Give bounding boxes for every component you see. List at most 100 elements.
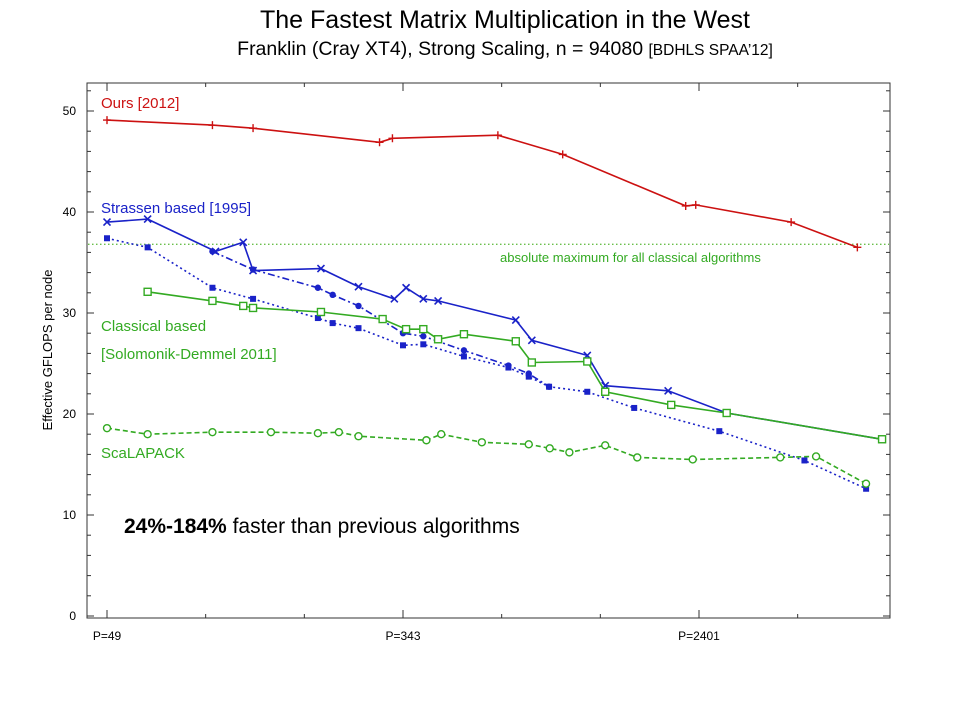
y-tick-label: 20: [63, 407, 77, 421]
data-point: [545, 383, 553, 390]
data-point: [493, 131, 502, 140]
data-point: [329, 291, 336, 299]
y-axis-ticks: 0 10 20 30 40 50: [63, 90, 890, 623]
subtitle-text: Franklin (Cray XT4), Strong Scaling, n =…: [237, 38, 644, 60]
data-point: [460, 353, 467, 360]
data-point: [313, 428, 323, 438]
data-point: [853, 243, 862, 252]
data-point: [633, 453, 642, 462]
series-line: [106, 218, 883, 441]
speedup-annotation-text: faster than previous algorithms: [227, 515, 520, 538]
data-point: [545, 444, 554, 453]
data-point: [681, 201, 690, 210]
data-point: [208, 296, 217, 306]
data-point: [811, 452, 821, 461]
data-point: [143, 287, 152, 296]
data-point: [144, 244, 151, 251]
data-point: [434, 296, 443, 305]
data-point: [527, 358, 537, 367]
y-tick-label: 0: [69, 609, 76, 623]
data-point: [209, 284, 216, 291]
data-point: [527, 336, 536, 345]
data-point: [329, 320, 336, 327]
data-point: [863, 485, 870, 492]
data-point: [722, 408, 731, 418]
y-tick-label: 40: [63, 205, 77, 219]
y-tick-label: 30: [63, 306, 77, 320]
reference-line-label: absolute maximum for all classical algor…: [500, 250, 761, 265]
data-point: [248, 303, 258, 313]
data-point: [716, 428, 723, 435]
data-point: [419, 294, 428, 303]
series-0: [103, 116, 862, 252]
data-point: [104, 235, 110, 242]
speedup-annotation: 24%-184% faster than previous algorithms: [124, 515, 520, 538]
data-point: [354, 282, 363, 291]
chart-title: The Fastest Matrix Multiplication in the…: [260, 6, 750, 34]
data-point: [402, 283, 411, 292]
chart-subtitle: Franklin (Cray XT4), Strong Scaling, n =…: [0, 38, 960, 61]
data-point: [631, 404, 638, 411]
data-point: [524, 440, 533, 449]
series-line: [106, 119, 858, 249]
data-point: [601, 441, 610, 450]
data-point: [266, 427, 276, 437]
subtitle-reference: [BDHLS SPAA’12]: [648, 42, 773, 59]
data-point: [334, 427, 344, 437]
data-point: [143, 215, 152, 224]
series-line: [106, 237, 867, 490]
data-point: [400, 342, 406, 349]
data-point: [401, 324, 411, 334]
data-point: [249, 266, 257, 273]
data-point: [249, 124, 258, 133]
data-point: [437, 430, 446, 439]
data-point: [459, 330, 469, 339]
data-point: [250, 295, 257, 302]
data-point: [601, 387, 610, 396]
series-3: [209, 248, 553, 390]
data-point: [525, 370, 532, 377]
plot-frame: [86, 82, 891, 619]
data-point: [208, 121, 217, 130]
data-point: [103, 116, 111, 125]
data-point: [688, 455, 697, 464]
data-point: [354, 432, 363, 441]
data-point: [102, 218, 112, 227]
data-point: [801, 457, 808, 464]
data-point: [477, 438, 487, 447]
data-point: [375, 138, 384, 147]
y-tick-label: 10: [63, 508, 77, 522]
series-line: [106, 427, 867, 485]
data-point: [390, 294, 399, 303]
data-point: [505, 362, 512, 369]
y-axis-label: Effective GFLOPS per node: [40, 270, 55, 431]
data-point: [102, 423, 112, 433]
data-point: [460, 347, 468, 354]
series-line: [212, 250, 550, 388]
data-point: [209, 248, 216, 255]
data-point: [558, 150, 567, 159]
data-point: [316, 307, 326, 317]
series-label-classical: Classical based: [101, 318, 206, 335]
data-point: [433, 335, 443, 344]
data-point: [776, 453, 785, 462]
data-point: [664, 386, 673, 395]
data-point: [667, 400, 676, 410]
series-5: [102, 423, 871, 488]
data-point: [378, 314, 387, 324]
data-point: [420, 333, 427, 340]
x-tick-label: P=343: [385, 629, 420, 643]
series-line: [147, 291, 883, 441]
data-point: [314, 315, 321, 322]
data-point: [877, 435, 887, 444]
series-2: [104, 235, 870, 492]
data-point: [239, 301, 248, 311]
data-point: [511, 316, 520, 325]
data-point: [565, 448, 574, 457]
data-point: [314, 284, 322, 291]
x-axis-ticks: P=49 P=343 P=2401: [93, 83, 799, 643]
data-point: [511, 337, 520, 346]
data-point: [419, 324, 428, 334]
series-1: [102, 215, 887, 444]
